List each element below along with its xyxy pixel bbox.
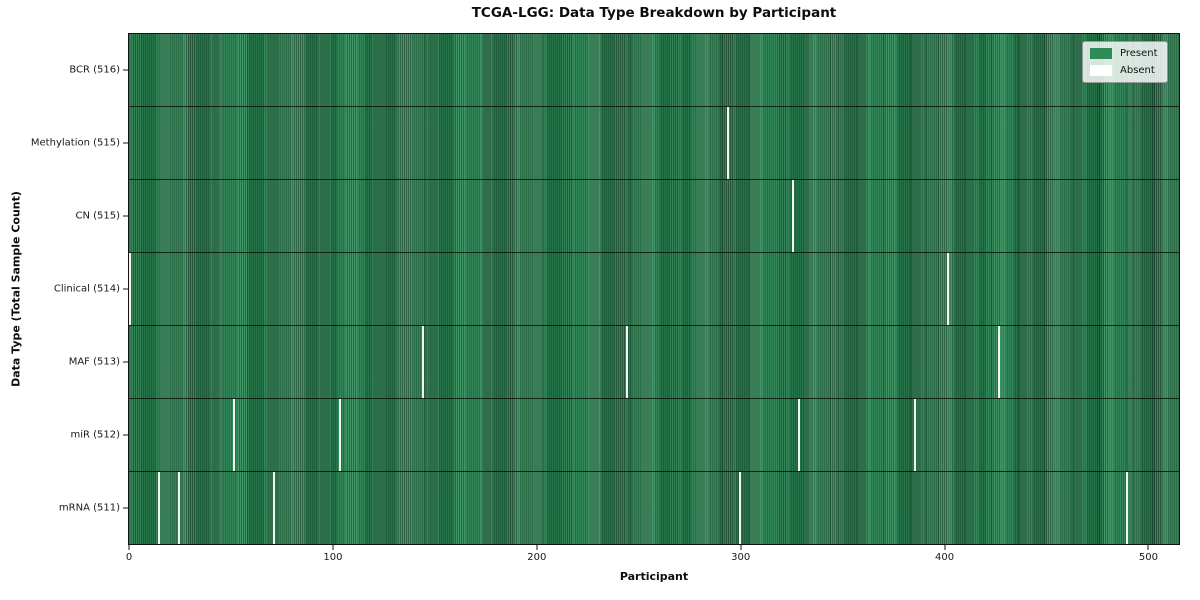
y-tick-mark [123,434,128,436]
absent-marker-mrna-300 [739,472,742,544]
y-tick-label-methylation: Methylation (515) [30,137,120,149]
y-tick-mark [123,507,128,509]
y-tick-mark [123,361,128,363]
x-tick-mark [1147,545,1149,550]
absent-marker-methylation-294 [727,107,730,179]
x-tick-marks [128,545,1180,550]
x-axis-label: Participant [619,570,689,583]
absent-marker-mir-386 [914,399,917,471]
x-tick-label-400: 400 [934,552,955,563]
heatmap-row-clinical [129,253,1179,326]
legend-swatch-present [1090,48,1112,59]
y-tick-mark [123,69,128,71]
heatmap-row-methylation [129,107,1179,180]
heatmap-row-bcr [129,34,1179,107]
y-tick-labels: BCR (516) Methylation (515) CN (515) Clinic… [0,33,120,545]
y-tick-label-mrna: mRNA (511) [58,502,120,514]
legend-entry-present: Present [1090,48,1158,59]
absent-marker-mir-103 [338,399,341,471]
x-tick-label-300: 300 [731,552,751,563]
chart-title: TCGA-LGG: Data Type Breakdown by Partici… [471,5,837,21]
x-tick-mark [944,545,946,550]
legend-entry-absent: Absent [1090,65,1158,76]
y-tick-label-cn: CN (515) [75,210,120,222]
heatmap-row-mir [129,399,1179,472]
legend-label: Absent [1120,65,1155,76]
legend: Present Absent [1082,41,1168,83]
y-tick-mark [123,215,128,217]
y-tick-label-mir: miR (512) [70,429,120,441]
y-tick-label-clinical: Clinical (514) [53,283,120,295]
legend-swatch-absent [1090,65,1112,76]
x-tick-mark [740,545,742,550]
y-tick-mark [123,288,128,290]
absent-marker-maf-244 [625,326,628,398]
x-tick-label-0: 0 [125,552,133,563]
absent-marker-mrna-24 [177,472,180,544]
x-tick-mark [536,545,538,550]
x-tick-labels: 0 100 200 300 400 500 [125,552,1180,566]
absent-marker-mrna-71 [273,472,276,544]
x-tick-label-200: 200 [527,552,547,563]
y-tick-label-bcr: BCR (516) [69,64,120,76]
heatmap-row-cn [129,180,1179,253]
x-tick-mark [332,545,334,550]
absent-marker-mir-51 [232,399,235,471]
absent-marker-mir-329 [798,399,801,471]
heatmap-row-mrna [129,472,1179,544]
y-tick-label-maf: MAF (513) [68,356,120,368]
absent-marker-maf-144 [422,326,425,398]
absent-marker-cn-326 [792,180,795,252]
absent-marker-clinical-402 [947,253,950,325]
absent-marker-mrna-14 [157,472,160,544]
absent-marker-mrna-490 [1126,472,1129,544]
x-tick-mark [128,545,130,550]
absent-marker-clinical-0 [129,253,132,325]
legend-label: Present [1120,48,1158,59]
x-tick-label-100: 100 [323,552,343,563]
y-tick-mark [123,142,128,144]
absent-marker-maf-427 [997,326,1000,398]
x-tick-label-500: 500 [1138,552,1158,563]
y-tick-marks [123,33,128,545]
heatmap-row-maf [129,326,1179,399]
plot-area [128,33,1180,545]
